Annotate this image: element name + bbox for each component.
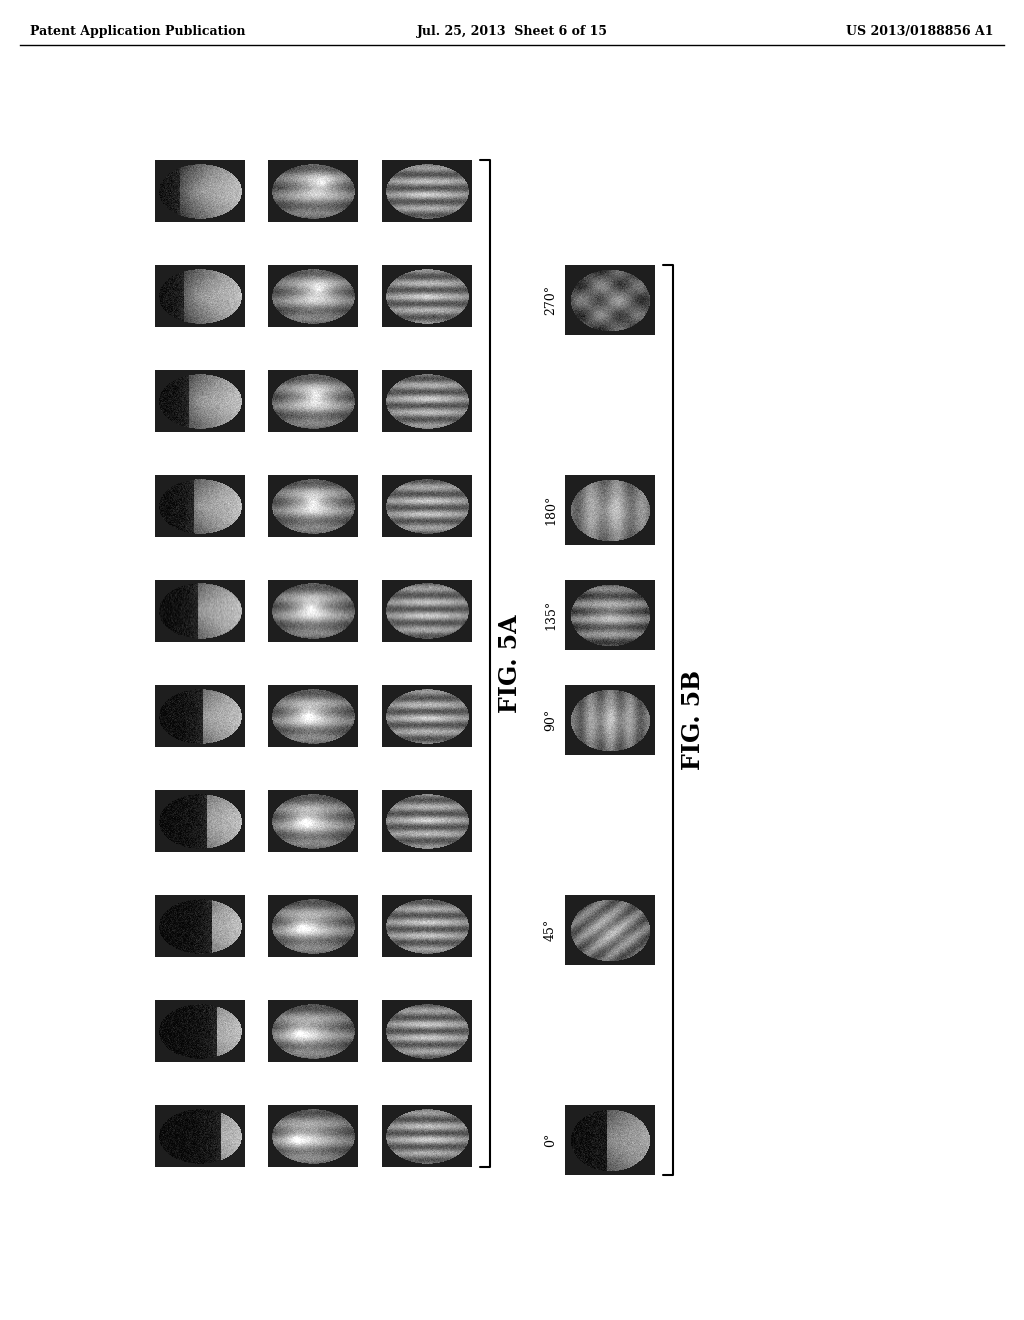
Text: Patent Application Publication: Patent Application Publication [30,25,246,38]
Text: 270°: 270° [544,285,557,315]
Text: 0°: 0° [544,1133,557,1147]
Text: FIG. 5A: FIG. 5A [498,614,522,713]
Text: FIG. 5B: FIG. 5B [681,671,705,770]
Text: 135°: 135° [544,599,557,630]
Text: Jul. 25, 2013  Sheet 6 of 15: Jul. 25, 2013 Sheet 6 of 15 [417,25,607,38]
Text: 90°: 90° [544,709,557,731]
Text: 45°: 45° [544,919,557,941]
Text: US 2013/0188856 A1: US 2013/0188856 A1 [847,25,994,38]
Text: 180°: 180° [544,495,557,525]
